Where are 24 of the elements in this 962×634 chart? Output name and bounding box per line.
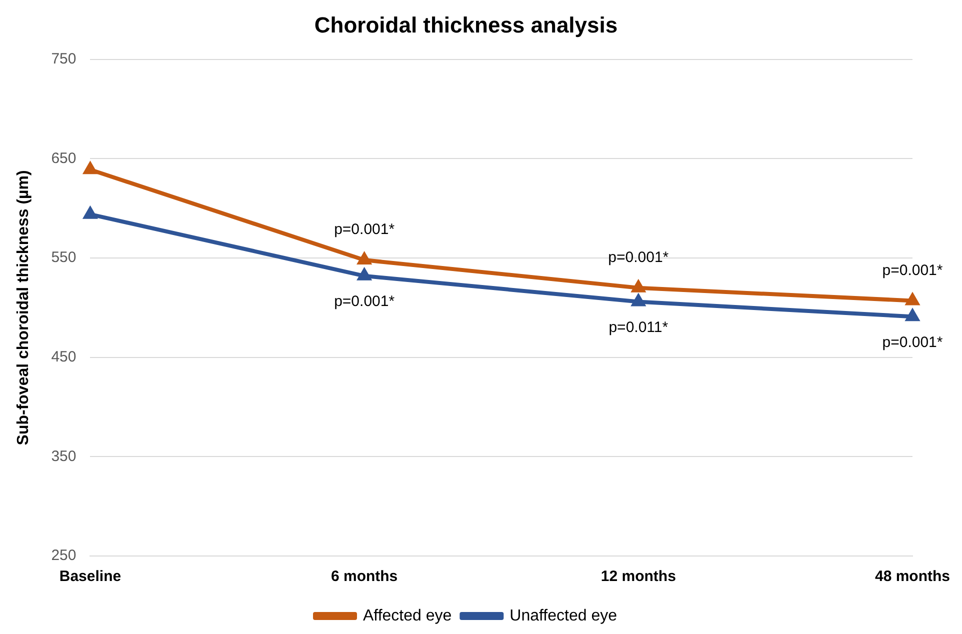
point (84, 162, 97, 174)
x-tick-label: 6 months (330, 568, 398, 586)
y-tick-label: 750 (51, 50, 76, 68)
annotation: p=0.001* (882, 262, 943, 279)
annotation: p=0.001* (334, 293, 395, 310)
annotation: p=0.001* (608, 248, 669, 266)
x-tick-label: 48 months (874, 568, 950, 586)
y-tick-label: 350 (51, 448, 76, 465)
point (358, 253, 371, 265)
chart-title: Choroidal thickness analysis (314, 12, 618, 38)
annotation: p=0.001* (882, 334, 943, 351)
x-tick-label: 12 months (600, 568, 676, 586)
x-tick-label: Baseline (59, 568, 122, 586)
point (84, 207, 97, 219)
annotation: p=0.011* (608, 318, 668, 336)
y-axis-title: Sub-foveal choroidal thickness (µm) (15, 170, 32, 446)
y-tick-label: 650 (51, 150, 76, 167)
point (358, 268, 371, 280)
legend-label: Unaffected eye (510, 607, 618, 624)
legend-label: Affected eye (363, 607, 452, 624)
y-tick-label: 450 (51, 348, 76, 366)
annotation: p=0.001* (334, 221, 395, 238)
y-tick-label: 250 (51, 547, 76, 564)
y-tick-label: 550 (51, 249, 76, 266)
